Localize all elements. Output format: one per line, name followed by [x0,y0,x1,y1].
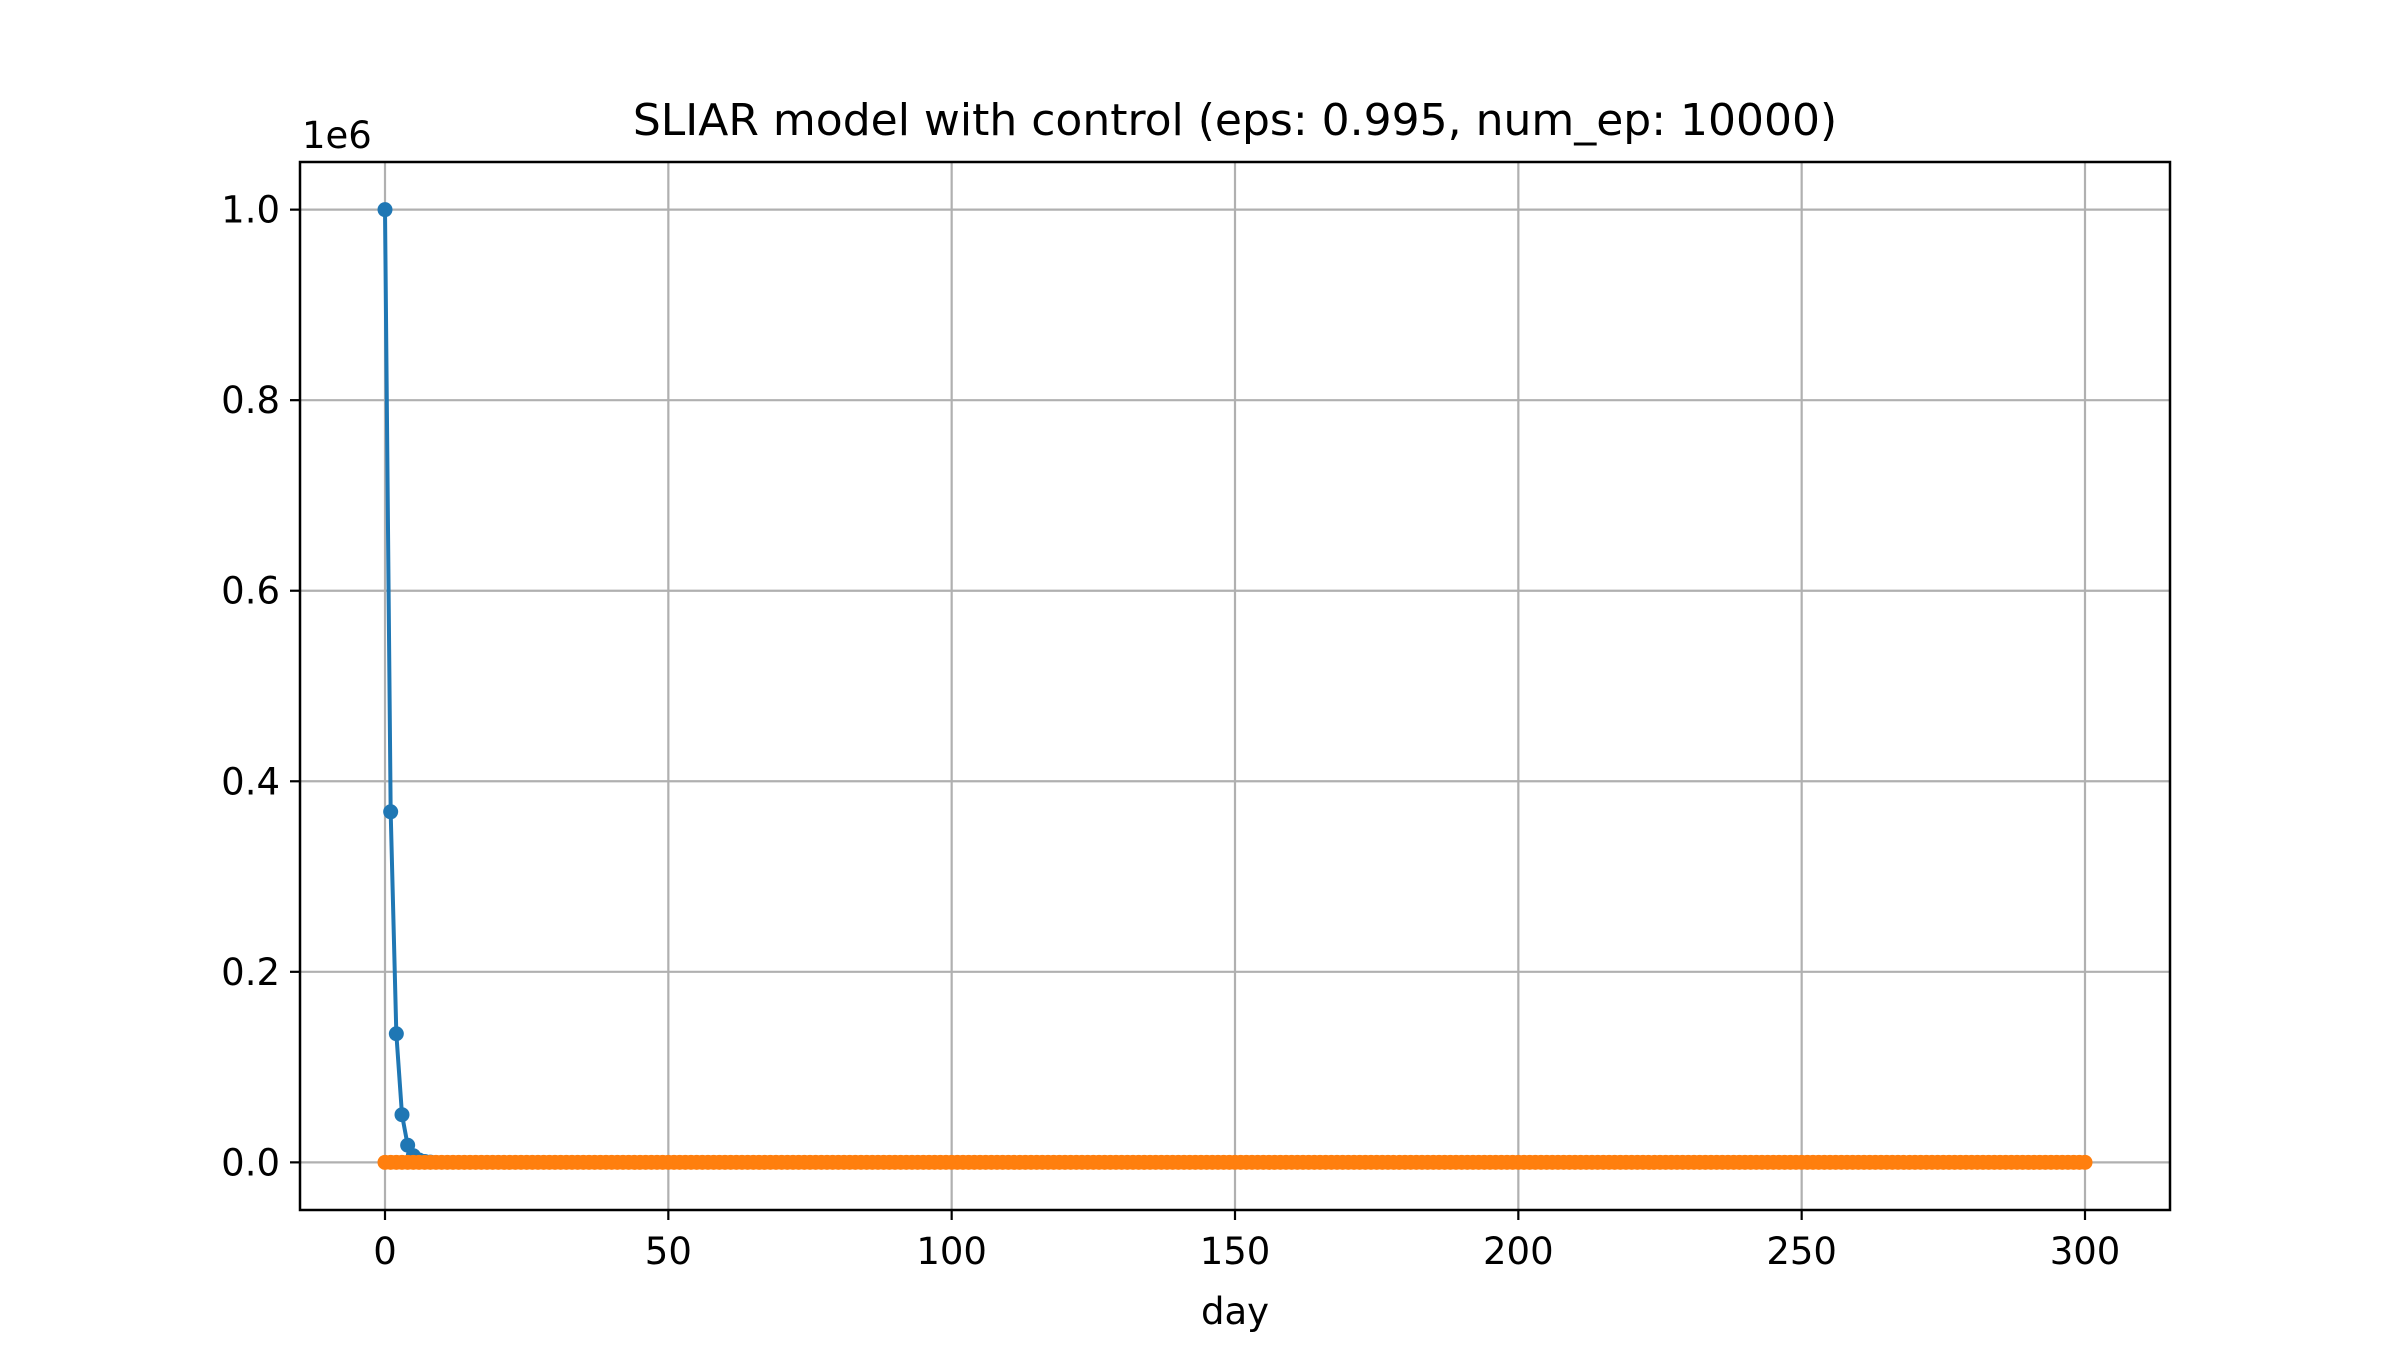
data-point [383,804,399,820]
y-tick-label: 0.8 [221,379,280,422]
series-layer [377,202,2093,1170]
x-tick-label: 100 [916,1230,987,1273]
x-tick-label: 200 [1483,1230,1554,1273]
y-tick-label: 0.0 [221,1141,280,1184]
x-tick-label: 50 [645,1230,692,1273]
series-2 [377,1154,2093,1170]
data-point [377,202,393,218]
x-axis-label: day [1201,1290,1269,1333]
data-point [388,1026,404,1042]
y-tick-label: 1.0 [221,189,280,232]
chart-title: SLIAR model with control (eps: 0.995, nu… [633,95,1837,146]
data-point [394,1107,410,1123]
ticks: 0 50 100 150 200 250 300 0.0 0.2 0.4 0.6 0.8 1.0 [221,189,2120,1273]
y-tick-label: 0.4 [221,760,280,803]
x-tick-label: 250 [1766,1230,1837,1273]
grid [300,162,2170,1210]
y-tick-label: 0.2 [221,951,280,994]
data-point [2077,1154,2093,1170]
y-axis-offset-label: 1e6 [302,114,372,157]
x-tick-label: 0 [373,1230,397,1273]
x-tick-label: 300 [2050,1230,2121,1273]
x-tick-label: 150 [1200,1230,1271,1273]
y-tick-label: 0.6 [221,570,280,613]
